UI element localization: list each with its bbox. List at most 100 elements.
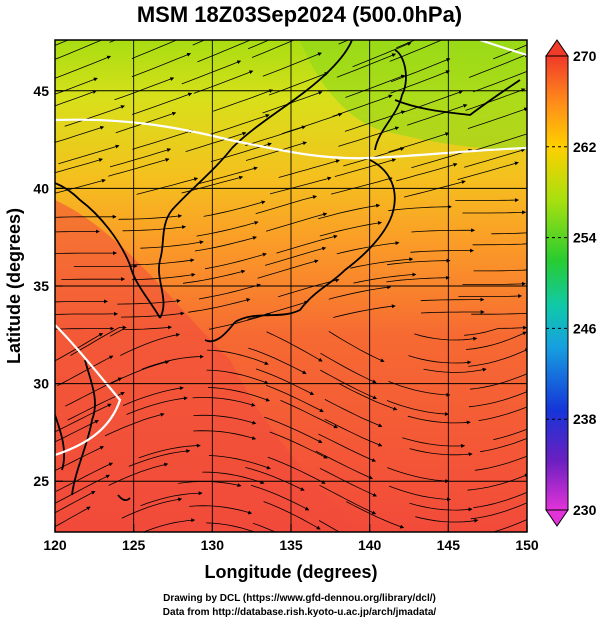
streamline xyxy=(318,520,340,532)
streamline xyxy=(336,53,397,78)
streamline xyxy=(55,326,115,331)
streamline xyxy=(269,176,332,195)
streamline xyxy=(465,331,527,350)
streamline xyxy=(468,390,527,408)
streamline xyxy=(278,278,340,298)
streamline xyxy=(120,333,181,356)
streamline xyxy=(55,420,99,443)
streamline xyxy=(55,214,117,219)
streamline xyxy=(251,40,296,58)
grid-lines xyxy=(55,40,527,532)
streamline xyxy=(117,298,181,305)
streamline xyxy=(197,40,257,63)
streamline xyxy=(481,40,485,42)
streamline xyxy=(262,52,322,77)
streamline xyxy=(473,491,527,509)
streamline xyxy=(320,352,377,384)
streamline xyxy=(388,485,451,502)
streamline xyxy=(181,60,242,85)
streamline xyxy=(409,502,473,512)
streamline xyxy=(248,347,307,374)
warm-region xyxy=(55,200,360,532)
streamline xyxy=(194,236,257,252)
streamline xyxy=(388,381,451,397)
streamline xyxy=(387,258,451,266)
streamline xyxy=(336,241,400,255)
streamline xyxy=(128,449,191,467)
streamline xyxy=(58,144,120,165)
streamline xyxy=(55,55,112,79)
streamline xyxy=(55,490,96,514)
colorbar: 230 238 246 254 262 270 xyxy=(545,39,597,527)
streamline xyxy=(138,443,201,459)
colorbar-tick-label: 262 xyxy=(573,139,597,155)
streamline xyxy=(324,418,383,447)
streamline xyxy=(462,281,526,286)
streamline xyxy=(132,129,194,150)
streamline xyxy=(388,132,450,153)
streamline xyxy=(196,166,258,185)
colorbar-ticks: 230 238 246 254 262 270 xyxy=(546,48,597,518)
streamline xyxy=(208,455,271,470)
streamline xyxy=(468,53,527,78)
streamline xyxy=(204,252,267,270)
streamline xyxy=(265,384,324,413)
streamline xyxy=(247,40,270,50)
streamline xyxy=(55,462,114,492)
streamline xyxy=(386,400,449,416)
cold-region xyxy=(300,40,527,150)
streamline xyxy=(471,312,527,315)
streamline xyxy=(55,229,100,234)
streamline xyxy=(414,333,478,341)
streamline xyxy=(132,272,196,281)
colorbar-tick-label: 246 xyxy=(573,320,597,336)
streamline xyxy=(131,40,178,59)
streamline xyxy=(333,304,396,318)
x-axis: 120 125 130 135 140 145 150 xyxy=(43,524,539,553)
colorbar-tick-label: 230 xyxy=(573,502,597,518)
streamline xyxy=(192,40,206,46)
streamline xyxy=(402,437,466,448)
streamline xyxy=(193,414,257,425)
streamline xyxy=(118,214,183,220)
streamline xyxy=(268,72,329,96)
credits: Drawing by DCL (https://www.gfd-dennou.o… xyxy=(0,592,599,620)
streamline xyxy=(491,519,527,532)
colorbar-max-arrow xyxy=(545,39,569,57)
y-tick-label: 30 xyxy=(33,376,49,392)
streamline xyxy=(202,471,265,485)
streamline xyxy=(252,522,276,532)
streamline xyxy=(126,396,188,415)
streamline xyxy=(386,275,450,283)
streamline xyxy=(142,518,196,532)
colorbar-scale xyxy=(545,55,569,511)
streamline xyxy=(472,70,527,93)
streamline xyxy=(55,299,108,304)
streamline xyxy=(473,133,527,152)
colorbar-tick-label: 270 xyxy=(573,48,597,64)
streamline xyxy=(55,311,119,316)
y-tick-label: 45 xyxy=(33,83,49,99)
streamline xyxy=(457,161,519,180)
x-tick-label: 130 xyxy=(201,537,225,553)
streamline xyxy=(207,387,270,402)
streamline xyxy=(189,505,253,515)
streamline xyxy=(122,386,184,406)
streamline xyxy=(55,474,110,504)
streamline xyxy=(280,400,338,429)
streamline xyxy=(206,522,256,532)
x-tick-label: 120 xyxy=(43,537,67,553)
colorbar-tick-label: 238 xyxy=(573,411,597,427)
streamline xyxy=(140,240,204,249)
streamline xyxy=(491,232,527,235)
streamline xyxy=(262,91,323,114)
streamline xyxy=(465,88,526,111)
x-tick-label: 125 xyxy=(122,537,146,553)
y-axis: 25 30 35 40 45 xyxy=(33,83,63,489)
streamline xyxy=(266,331,323,362)
streamline xyxy=(245,467,305,491)
streamline xyxy=(213,89,274,112)
streamline xyxy=(319,484,377,515)
streamline xyxy=(276,234,338,254)
